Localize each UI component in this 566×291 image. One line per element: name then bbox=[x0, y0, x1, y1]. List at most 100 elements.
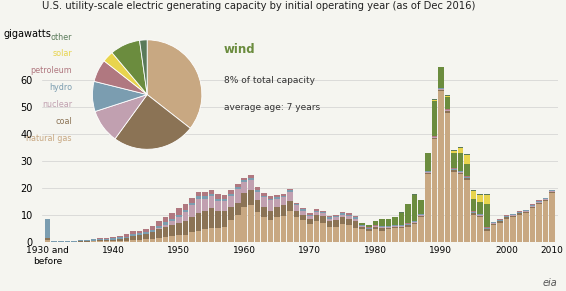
Bar bbox=[215, 228, 221, 242]
Bar bbox=[451, 169, 457, 170]
Bar bbox=[484, 195, 490, 205]
Bar bbox=[288, 191, 293, 192]
Bar bbox=[431, 101, 437, 136]
Bar bbox=[458, 148, 464, 153]
Bar bbox=[235, 189, 241, 203]
Wedge shape bbox=[92, 81, 147, 111]
Bar bbox=[379, 228, 385, 231]
Bar bbox=[530, 205, 535, 206]
Bar bbox=[235, 203, 241, 215]
Bar bbox=[537, 203, 542, 204]
Bar bbox=[353, 216, 358, 217]
Bar bbox=[104, 240, 109, 241]
Bar bbox=[294, 204, 299, 205]
Text: solar: solar bbox=[52, 49, 72, 58]
Bar bbox=[438, 91, 444, 242]
Bar bbox=[143, 229, 149, 232]
Bar bbox=[405, 227, 411, 242]
Text: average age: 7 years: average age: 7 years bbox=[224, 104, 320, 112]
Bar bbox=[484, 228, 490, 229]
Bar bbox=[340, 213, 345, 215]
Bar bbox=[136, 235, 142, 240]
Bar bbox=[281, 196, 286, 197]
Bar bbox=[248, 178, 254, 180]
Bar bbox=[301, 208, 306, 209]
Bar bbox=[385, 228, 391, 229]
Bar bbox=[222, 201, 228, 211]
Bar bbox=[104, 239, 109, 240]
Bar bbox=[530, 207, 535, 208]
Bar bbox=[550, 191, 555, 192]
Bar bbox=[327, 219, 332, 221]
Bar bbox=[314, 212, 319, 215]
Bar bbox=[275, 217, 280, 242]
Bar bbox=[517, 213, 522, 215]
Bar bbox=[524, 210, 529, 211]
Bar bbox=[156, 221, 162, 226]
Bar bbox=[248, 175, 254, 178]
Bar bbox=[366, 225, 371, 227]
Bar bbox=[65, 241, 70, 242]
Bar bbox=[163, 222, 169, 225]
Bar bbox=[110, 238, 116, 240]
Bar bbox=[255, 192, 260, 200]
Bar bbox=[517, 215, 522, 242]
Bar bbox=[307, 216, 312, 219]
Bar bbox=[314, 211, 319, 212]
Bar bbox=[275, 197, 280, 198]
Bar bbox=[268, 220, 273, 242]
Bar bbox=[248, 180, 254, 191]
Bar bbox=[385, 227, 391, 228]
Wedge shape bbox=[104, 53, 147, 95]
Bar bbox=[497, 219, 503, 220]
Bar bbox=[445, 95, 450, 96]
Bar bbox=[136, 230, 142, 233]
Bar bbox=[261, 194, 267, 196]
Bar bbox=[176, 215, 182, 217]
Bar bbox=[202, 192, 208, 196]
Bar bbox=[418, 217, 424, 242]
Bar bbox=[418, 214, 424, 215]
Text: eia: eia bbox=[543, 278, 558, 288]
Bar bbox=[510, 214, 516, 215]
Bar bbox=[327, 216, 332, 217]
Bar bbox=[189, 205, 195, 217]
Text: nuclear: nuclear bbox=[42, 100, 72, 109]
Bar bbox=[275, 194, 280, 197]
Bar bbox=[136, 240, 142, 242]
Bar bbox=[484, 231, 490, 242]
Bar bbox=[379, 219, 385, 226]
Bar bbox=[143, 232, 149, 234]
Bar bbox=[497, 221, 503, 223]
Bar bbox=[275, 198, 280, 207]
Bar bbox=[504, 219, 509, 242]
Bar bbox=[497, 223, 503, 242]
Text: petroleum: petroleum bbox=[30, 66, 72, 75]
Bar bbox=[392, 228, 398, 242]
Bar bbox=[229, 196, 234, 207]
Bar bbox=[130, 236, 136, 240]
Bar bbox=[405, 225, 411, 226]
Bar bbox=[327, 217, 332, 219]
Text: gigawatts: gigawatts bbox=[4, 29, 52, 38]
Bar bbox=[340, 217, 345, 224]
Bar bbox=[307, 219, 312, 224]
Bar bbox=[294, 211, 299, 217]
Bar bbox=[320, 213, 325, 216]
Wedge shape bbox=[94, 61, 147, 95]
Bar bbox=[281, 216, 286, 242]
Bar bbox=[301, 209, 306, 211]
Bar bbox=[458, 172, 464, 173]
Bar bbox=[45, 240, 50, 242]
Bar bbox=[451, 172, 457, 242]
Wedge shape bbox=[140, 40, 147, 95]
Bar bbox=[222, 211, 228, 227]
Bar bbox=[45, 238, 50, 240]
Bar bbox=[445, 111, 450, 113]
Bar bbox=[163, 237, 169, 242]
Bar bbox=[477, 216, 483, 217]
Bar bbox=[392, 225, 398, 226]
Bar bbox=[464, 176, 470, 177]
Bar bbox=[438, 90, 444, 91]
Bar bbox=[176, 223, 182, 235]
